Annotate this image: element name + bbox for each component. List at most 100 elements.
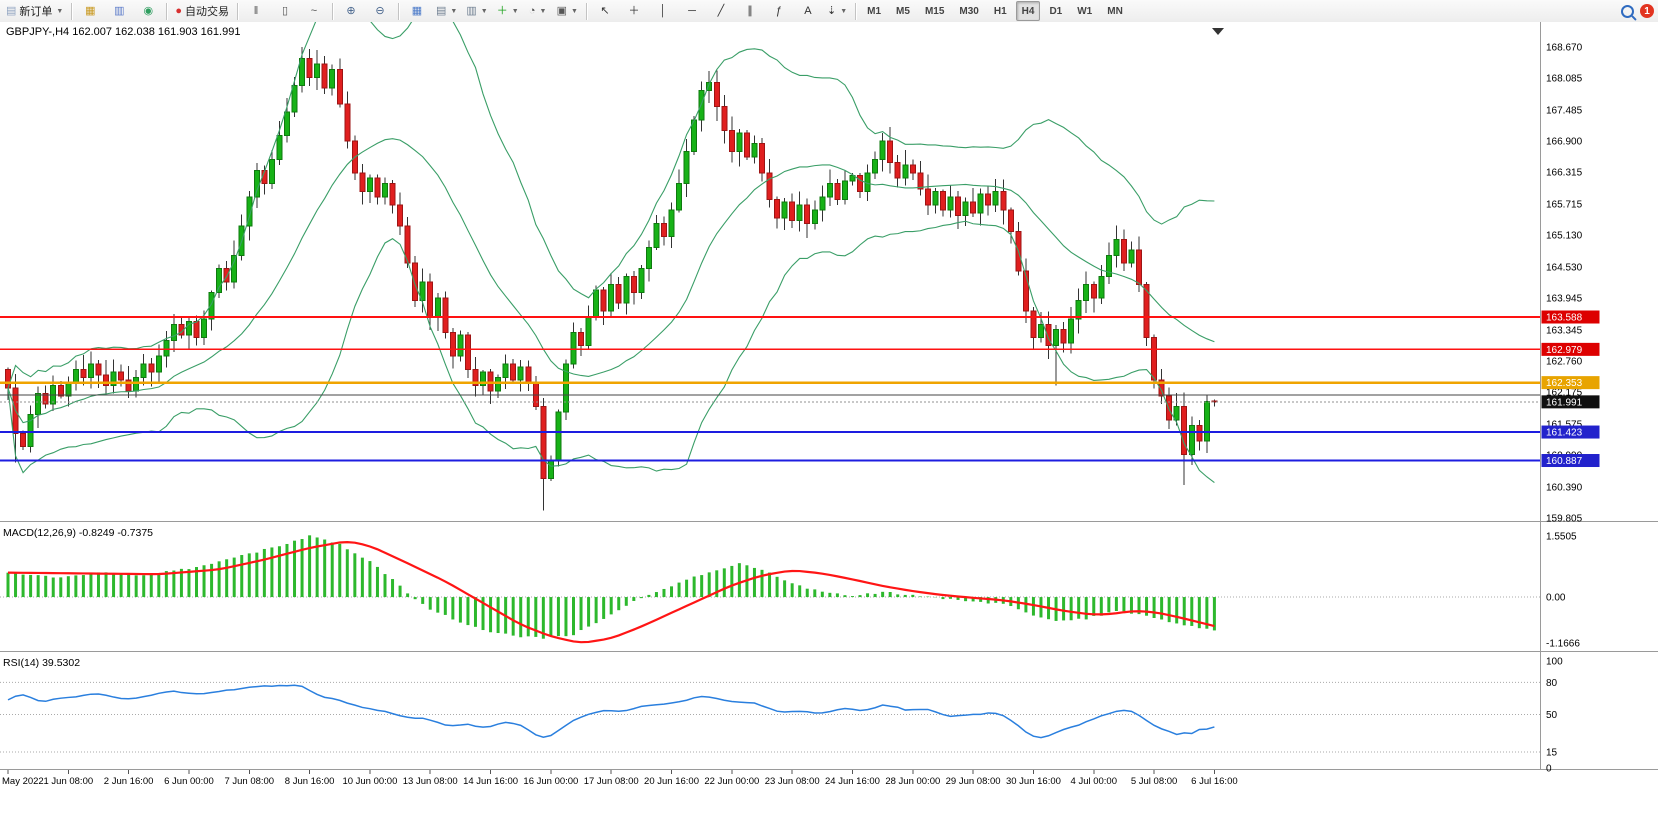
- arrows-tool-button[interactable]: ⇣ ▼: [823, 1, 851, 22]
- zoom-in-button[interactable]: ⊕: [337, 1, 365, 22]
- templates-button[interactable]: ▤ ▼: [432, 1, 461, 22]
- timeframe-mn-button[interactable]: MN: [1107, 5, 1123, 17]
- crosshair-tool-button[interactable]: ＋: [620, 1, 648, 22]
- time-axis-label: 13 Jun 08:00: [403, 776, 458, 787]
- timeframe-d1-button[interactable]: D1: [1049, 5, 1063, 17]
- time-axis-label: 8 Jun 16:00: [285, 776, 335, 787]
- time-axis-label: 7 Jun 08:00: [224, 776, 274, 787]
- autotrading-icon: ●: [175, 4, 182, 17]
- toolbar-separator: [71, 2, 73, 20]
- dropdown-arrow-icon: ▼: [511, 7, 519, 15]
- svg-text:166.315: 166.315: [1546, 168, 1583, 179]
- time-axis-label: 20 Jun 16:00: [644, 776, 699, 787]
- svg-text:15: 15: [1546, 747, 1558, 758]
- price-axis[interactable]: 168.670 168.085 167.485 166.900 166.315 165.7…: [1541, 43, 1600, 525]
- text-tool-button[interactable]: A: [794, 1, 822, 22]
- timeframe-m1-button[interactable]: M1: [867, 5, 882, 17]
- line-chart-button[interactable]: ~: [300, 1, 328, 22]
- svg-text:163.945: 163.945: [1546, 294, 1583, 305]
- price-tag: [1541, 342, 1600, 356]
- price-tag: [1541, 454, 1600, 468]
- price-tag-label: 163.588: [1546, 313, 1583, 324]
- svg-text:163.345: 163.345: [1546, 325, 1583, 336]
- svg-text:1.5505: 1.5505: [1546, 532, 1577, 543]
- bollinger-lower-band: [7, 220, 1215, 483]
- chart-snapshot-icon: ▣: [556, 4, 568, 17]
- svg-text:-1.1666: -1.1666: [1546, 639, 1580, 650]
- new-order-button[interactable]: ▤ 新订单 ▼: [2, 1, 67, 22]
- indicators-button[interactable]: ＋ ▼: [493, 1, 523, 22]
- candlestick-chart-button[interactable]: ▯: [271, 1, 299, 22]
- chart-snapshot-button[interactable]: ▣ ▼: [553, 1, 582, 22]
- new-order-icon: ▤: [6, 4, 17, 17]
- toolbar-separator: [237, 2, 238, 20]
- toolbar-separator: [398, 2, 399, 20]
- timeframe-h4-button[interactable]: H4: [1015, 1, 1041, 21]
- time-axis-label: 4 Jul 00:00: [1071, 776, 1117, 787]
- market-watch-button[interactable]: ▦: [76, 1, 104, 22]
- fibonacci-tool-button[interactable]: ƒ: [765, 1, 793, 22]
- dropdown-arrow-icon: ▼: [450, 7, 458, 15]
- navigator-button[interactable]: ◉: [134, 1, 162, 22]
- periods-button[interactable]: ◔ ▼: [524, 1, 552, 22]
- time-axis-label: 2 Jun 16:00: [104, 776, 154, 787]
- timeframe-w1-button[interactable]: W1: [1077, 5, 1093, 17]
- price-tag-label: 161.991: [1546, 397, 1583, 408]
- autotrading-button[interactable]: ● 自动交易: [171, 1, 233, 22]
- timeframe-m5-button[interactable]: M5: [896, 5, 910, 17]
- bollinger-upper-band: [7, 22, 1215, 389]
- periods-icon: ◔: [528, 4, 536, 17]
- time-axis-label: 6 Jul 16:00: [1191, 776, 1237, 787]
- cursor-tool-button[interactable]: ↖: [591, 1, 619, 22]
- bar-chart-button[interactable]: ‖: [242, 1, 270, 22]
- channel-tool-icon: ∥: [747, 4, 753, 17]
- svg-text:50: 50: [1546, 710, 1558, 721]
- svg-text:161.575: 161.575: [1546, 419, 1583, 430]
- profiles-icon: ▥: [466, 4, 477, 17]
- vertical-line-tool-button[interactable]: │: [649, 1, 677, 22]
- dropdown-arrow-icon: ▼: [840, 7, 848, 15]
- data-window-button[interactable]: ▥: [105, 1, 133, 22]
- search-icon[interactable]: [1621, 4, 1634, 18]
- price-tag: [1541, 310, 1600, 324]
- time-axis-label: 14 Jun 16:00: [463, 776, 518, 787]
- dropdown-arrow-icon: ▼: [539, 7, 547, 15]
- line-chart-icon: ~: [310, 4, 318, 17]
- chart-shift-marker-icon[interactable]: [1212, 28, 1224, 35]
- zoom-out-button[interactable]: ⊖: [366, 1, 394, 22]
- horizontal-line-tool-button[interactable]: ─: [678, 1, 706, 22]
- toolbar: ▤ 新订单 ▼ ▦ ▥ ◉ ● 自动交易 ‖ ▯ ~ ⊕ ⊖ ▦ ▤ ▼ ▥ ▼ ＋ ▼ ◔ ▼ ▣ ▼ ↖ ＋ │ ─ ╱ ∥ ƒ A ⇣ ▼ M…: [0, 0, 1658, 23]
- profiles-button[interactable]: ▥ ▼: [462, 1, 491, 22]
- svg-text:0: 0: [1546, 764, 1552, 775]
- price-tag: [1541, 425, 1600, 439]
- crosshair-tool-icon: ＋: [628, 4, 640, 17]
- horizontal-line-tool-icon: ─: [688, 4, 696, 17]
- chart-canvas[interactable]: 168.670 168.085 167.485 166.900 166.315 165.7…: [0, 22, 1658, 828]
- time-axis[interactable]: May 2022 1 Jun 08:00 2 Jun 16:00 6 Jun 00:0…: [2, 770, 1238, 787]
- timeframe-h1-button[interactable]: H1: [993, 5, 1007, 17]
- bollinger-bands: [7, 22, 1215, 483]
- tile-windows-button[interactable]: ▦: [403, 1, 431, 22]
- time-axis-label: 17 Jun 08:00: [584, 776, 639, 787]
- svg-text:165.130: 165.130: [1546, 231, 1583, 242]
- price-tag-label: 162.353: [1546, 378, 1583, 389]
- horizontal-lines: [0, 316, 1540, 462]
- notification-badge[interactable]: 1: [1640, 4, 1654, 18]
- toolbar-separator: [585, 2, 587, 20]
- toolbar-separator: [855, 2, 857, 20]
- navigator-icon: ◉: [143, 4, 154, 17]
- time-axis-label: 6 Jun 00:00: [164, 776, 214, 787]
- svg-text:168.085: 168.085: [1546, 74, 1583, 85]
- trendline-tool-button[interactable]: ╱: [707, 1, 735, 22]
- templates-icon: ▤: [436, 4, 447, 17]
- new-order-button-label: 新订单: [19, 6, 53, 18]
- price-tag-label: 162.979: [1546, 345, 1583, 356]
- text-tool-icon: A: [804, 4, 812, 17]
- zoom-out-icon: ⊖: [375, 4, 385, 17]
- channel-tool-button[interactable]: ∥: [736, 1, 764, 22]
- timeframe-m30-button[interactable]: M30: [959, 5, 979, 17]
- dropdown-arrow-icon: ▼: [56, 7, 64, 15]
- trendline-tool-icon: ╱: [717, 4, 725, 17]
- zoom-in-icon: ⊕: [346, 4, 356, 17]
- timeframe-m15-button[interactable]: M15: [924, 5, 945, 17]
